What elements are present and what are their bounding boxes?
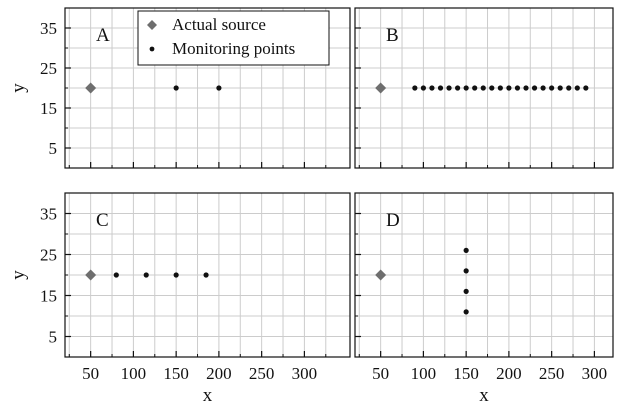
monitoring-point xyxy=(549,85,555,91)
x-tick-label: 250 xyxy=(249,364,275,383)
x-tick-label: 50 xyxy=(82,364,99,383)
legend-monitor-marker xyxy=(149,46,155,52)
x-tick-label: 150 xyxy=(163,364,189,383)
monitoring-point xyxy=(173,272,179,278)
legend-box xyxy=(137,10,330,66)
panel-B: B xyxy=(354,7,614,169)
grid-lines xyxy=(65,193,350,357)
monitoring-point xyxy=(420,85,426,91)
x-axis-label: x xyxy=(479,385,489,406)
monitoring-point xyxy=(143,272,149,278)
y-tick-label: 35 xyxy=(40,19,57,38)
monitoring-point xyxy=(463,288,469,294)
legend-entry-label: Monitoring points xyxy=(172,39,295,58)
monitoring-point xyxy=(455,85,461,91)
monitoring-point xyxy=(480,85,486,91)
grid-lines xyxy=(355,193,613,357)
y-tick-label: 25 xyxy=(40,246,57,265)
monitoring-point xyxy=(463,268,469,274)
monitoring-point xyxy=(489,85,495,91)
monitoring-point xyxy=(463,85,469,91)
y-tick-label: 25 xyxy=(40,59,57,78)
source-point xyxy=(375,82,387,94)
monitoring-point xyxy=(463,247,469,253)
monitoring-point xyxy=(446,85,452,91)
source-point xyxy=(85,82,97,94)
monitoring-point xyxy=(203,272,209,278)
panel-label: B xyxy=(386,25,399,46)
monitoring-point xyxy=(472,85,478,91)
panel-label: C xyxy=(96,210,109,231)
monitoring-point xyxy=(506,85,512,91)
x-axis-label: x xyxy=(203,385,213,406)
monitoring-point xyxy=(429,85,435,91)
monitoring-point xyxy=(523,85,529,91)
x-tick-label: 300 xyxy=(582,364,608,383)
y-axis-label: y xyxy=(8,83,29,93)
x-tick-label: 100 xyxy=(121,364,147,383)
legend: Actual source Monitoring points xyxy=(137,10,330,66)
y-tick-label: 15 xyxy=(40,287,57,306)
panel-D: 50 100 150 200 250 300 x D xyxy=(354,192,614,406)
y-tick-label: 35 xyxy=(40,205,57,224)
source-point xyxy=(375,269,387,281)
y-tick-label: 5 xyxy=(49,328,58,347)
monitoring-point xyxy=(574,85,580,91)
source-point xyxy=(85,269,97,281)
y-axis-label: y xyxy=(8,270,29,280)
x-tick-label: 150 xyxy=(453,364,479,383)
x-tick-label: 250 xyxy=(539,364,565,383)
monitoring-point xyxy=(173,85,179,91)
monitoring-point xyxy=(531,85,538,91)
monitoring-point xyxy=(437,85,444,91)
monitoring-point xyxy=(557,85,563,91)
monitoring-point xyxy=(463,309,469,315)
y-tick-label: 15 xyxy=(40,99,57,118)
monitoring-point xyxy=(583,85,589,91)
x-tick-label: 300 xyxy=(292,364,318,383)
panel-label: D xyxy=(386,210,400,231)
monitoring-point xyxy=(497,85,503,91)
x-tick-label: 200 xyxy=(206,364,232,383)
x-tick-label: 100 xyxy=(411,364,437,383)
x-tick-label: 200 xyxy=(496,364,522,383)
monitoring-point xyxy=(514,85,521,91)
legend-entry-label: Actual source xyxy=(172,15,266,34)
x-tick-label: 50 xyxy=(372,364,389,383)
monitoring-point xyxy=(216,85,222,91)
panel-label: A xyxy=(96,25,110,46)
y-tick-label: 5 xyxy=(49,139,58,158)
monitoring-point xyxy=(540,85,546,91)
monitoring-point xyxy=(113,272,119,278)
monitoring-point xyxy=(412,85,418,91)
legend-source-marker xyxy=(147,20,157,30)
monitoring-point xyxy=(566,85,572,91)
panel-C: 5 15 25 35 y 50 100 150 200 250 300 x C xyxy=(8,192,351,406)
